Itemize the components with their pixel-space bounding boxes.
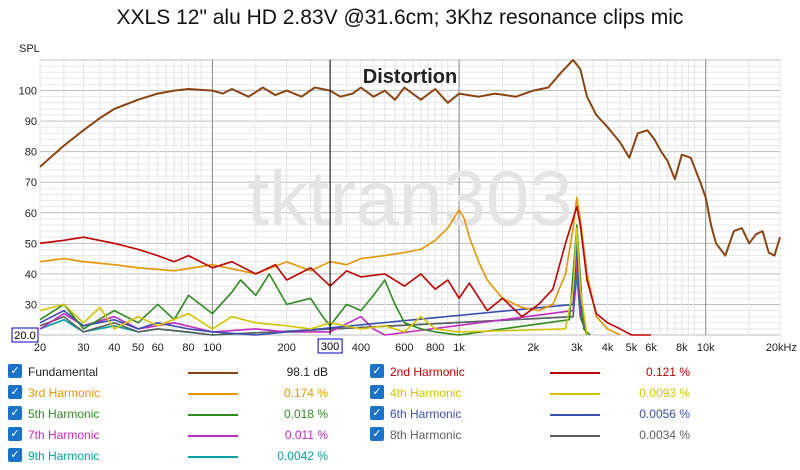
- legend-checkbox[interactable]: ✓: [370, 427, 384, 441]
- x-tick-label: 600: [395, 342, 413, 354]
- series-2nd-harmonic: [39, 205, 651, 336]
- legend-value: 0.121 %: [645, 365, 690, 379]
- cursor-value-label: 300: [321, 341, 339, 353]
- legend-item-2nd-harmonic[interactable]: ✓ 2nd Harmonic 0.121 %: [370, 362, 700, 382]
- x-tick-label: 100: [203, 342, 221, 354]
- legend-item-4th-harmonic[interactable]: ✓ 4th Harmonic 0.0093 %: [370, 383, 700, 403]
- x-tick-label: 20kHz: [766, 342, 797, 354]
- legend-item-6th-harmonic[interactable]: ✓ 6th Harmonic 0.0056 %: [370, 404, 700, 424]
- series-lines: [39, 59, 781, 336]
- y-axis-label: SPL: [19, 43, 40, 55]
- x-tick-label: 800: [426, 342, 444, 354]
- y-tick-label: 60: [25, 208, 37, 220]
- legend-checkbox[interactable]: ✓: [8, 364, 22, 378]
- x-tick-label: 60: [152, 342, 164, 354]
- y-tick-label: 30: [25, 299, 37, 311]
- legend-value: 0.174 %: [283, 386, 328, 400]
- series-5th-harmonic: [39, 224, 591, 336]
- x-tick-label: 20: [34, 342, 46, 354]
- watermark-text: tktran303: [247, 154, 572, 242]
- legend-swatch: [188, 414, 238, 416]
- legend-value: 0.0093 %: [639, 386, 690, 400]
- legend-value: 0.018 %: [283, 407, 328, 421]
- legend-checkbox[interactable]: ✓: [8, 406, 22, 420]
- legend-label: 9th Harmonic: [28, 449, 100, 463]
- legend-value: 0.011 %: [284, 428, 328, 442]
- x-tick-label: 1k: [453, 342, 465, 354]
- plot-area[interactable]: SPL tktran303 Distortion 30 40 50 60 70 80 90 1…: [0, 0, 800, 360]
- legend-checkbox[interactable]: ✓: [8, 385, 22, 399]
- y-tick-label: 100: [19, 86, 37, 98]
- legend-label: 8th Harmonic: [390, 428, 462, 442]
- legend-label: 5th Harmonic: [28, 407, 100, 421]
- legend-swatch: [550, 414, 600, 416]
- legend-label: 7th Harmonic: [28, 428, 100, 442]
- legend-checkbox[interactable]: ✓: [370, 385, 384, 399]
- y-tick-label: 40: [25, 269, 37, 281]
- legend-label: 2nd Harmonic: [390, 365, 465, 379]
- legend-swatch: [188, 456, 238, 458]
- series-3rd-harmonic: [39, 196, 621, 336]
- legend-value: 0.0056 %: [639, 407, 690, 421]
- x-tick-label: 8k: [676, 342, 688, 354]
- legend-value: 98.1 dB: [286, 365, 328, 379]
- y-min-label: 20.0: [14, 330, 35, 342]
- legend-item-5th-harmonic[interactable]: ✓ 5th Harmonic 0.018 %: [8, 404, 338, 424]
- x-tick-label: 30: [77, 342, 89, 354]
- x-tick-labels: 20 30 40 50 60 80 100 200 400 600 800 1k 2k 3k 4k 5k 6k 8…: [34, 342, 797, 354]
- legend-item-fundamental[interactable]: ✓ Fundamental 98.1 dB: [8, 362, 338, 382]
- legend: ✓ Fundamental 98.1 dB ✓ 2nd Harmonic 0.121 % ✓…: [0, 360, 800, 470]
- legend-label: 4th Harmonic: [390, 386, 462, 400]
- legend-label: 6th Harmonic: [390, 407, 462, 421]
- legend-swatch: [550, 435, 600, 437]
- y-tick-labels: 30 40 50 60 70 80 90 100: [19, 86, 37, 312]
- x-tick-label: 10k: [697, 342, 715, 354]
- y-tick-label: 50: [25, 238, 37, 250]
- x-tick-label: 200: [277, 342, 295, 354]
- y-tick-label: 80: [25, 147, 37, 159]
- legend-item-9th-harmonic[interactable]: ✓ 9th Harmonic 0.0042 %: [8, 446, 338, 466]
- legend-item-8th-harmonic[interactable]: ✓ 8th Harmonic 0.0034 %: [370, 425, 700, 445]
- legend-checkbox[interactable]: ✓: [370, 406, 384, 420]
- y-tick-label: 70: [25, 177, 37, 189]
- x-tick-label: 4k: [602, 342, 614, 354]
- legend-swatch: [188, 435, 238, 437]
- x-tick-label: 2k: [528, 342, 540, 354]
- legend-label: Fundamental: [28, 365, 99, 379]
- legend-value: 0.0034 %: [639, 428, 690, 442]
- legend-checkbox[interactable]: ✓: [370, 364, 384, 378]
- legend-swatch: [188, 393, 238, 395]
- x-tick-label: 3k: [571, 342, 583, 354]
- x-tick-label: 50: [132, 342, 144, 354]
- legend-checkbox[interactable]: ✓: [8, 448, 22, 462]
- cursor-box[interactable]: 300: [317, 338, 343, 354]
- x-tick-label: 40: [108, 342, 120, 354]
- distortion-label: Distortion: [363, 66, 457, 88]
- x-tick-label: 5k: [626, 342, 638, 354]
- x-tick-label: 400: [352, 342, 370, 354]
- legend-value: 0.0042 %: [277, 449, 328, 463]
- legend-swatch: [550, 372, 600, 374]
- series-fundamental: [39, 59, 781, 257]
- series-4th-harmonic: [39, 227, 588, 336]
- y-tick-label: 90: [25, 116, 37, 128]
- y-min-box: 20.0: [11, 327, 39, 343]
- legend-item-3rd-harmonic[interactable]: ✓ 3rd Harmonic 0.174 %: [8, 383, 338, 403]
- legend-checkbox[interactable]: ✓: [8, 427, 22, 441]
- legend-item-7th-harmonic[interactable]: ✓ 7th Harmonic 0.011 %: [8, 425, 338, 445]
- legend-swatch: [188, 372, 238, 374]
- series-6th-harmonic: [39, 242, 588, 336]
- legend-swatch: [550, 393, 600, 395]
- x-tick-label: 6k: [645, 342, 657, 354]
- legend-label: 3rd Harmonic: [28, 386, 101, 400]
- chart-title: XXLS 12" alu HD 2.83V @31.6cm; 3Khz reso…: [116, 6, 684, 29]
- x-tick-label: 80: [182, 342, 194, 354]
